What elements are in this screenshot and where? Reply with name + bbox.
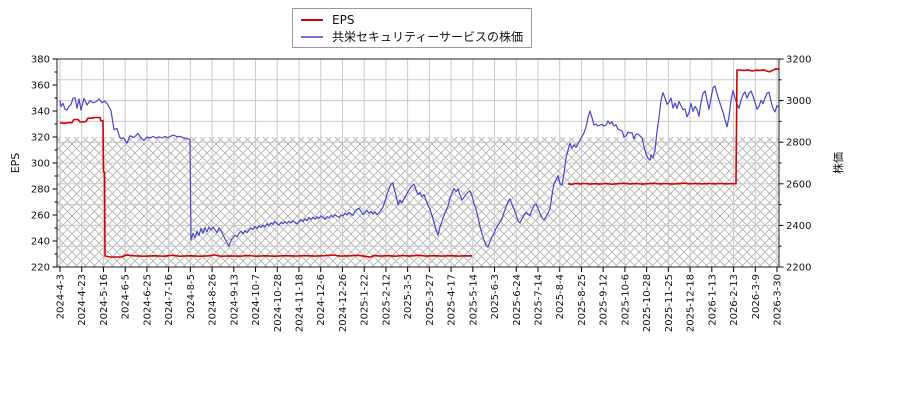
svg-text:2025-3-5: 2025-3-5: [403, 274, 414, 319]
svg-text:3200: 3200: [786, 55, 811, 66]
axis-ticks: [52, 58, 784, 272]
legend-item-stock-price: 共栄セキュリティーサービスの株価: [301, 28, 523, 45]
svg-text:360: 360: [31, 81, 50, 92]
svg-text:2025-5-14: 2025-5-14: [468, 274, 479, 326]
svg-text:2025-12-18: 2025-12-18: [686, 274, 697, 332]
svg-text:2026-1-13: 2026-1-13: [707, 274, 718, 326]
hatch-band: [57, 137, 779, 267]
svg-text:3000: 3000: [786, 96, 811, 107]
svg-text:2025-11-25: 2025-11-25: [664, 274, 675, 332]
legend-label-stock-price: 共栄セキュリティーサービスの株価: [332, 29, 524, 44]
svg-text:2024-9-13: 2024-9-13: [229, 274, 240, 326]
svg-text:2024-10-28: 2024-10-28: [273, 274, 284, 332]
svg-text:2025-6-24: 2025-6-24: [512, 274, 523, 326]
svg-text:2024-12-26: 2024-12-26: [338, 274, 349, 332]
series-lines: [59, 68, 780, 258]
svg-text:2025-2-12: 2025-2-12: [381, 274, 392, 326]
svg-text:2024-6-25: 2024-6-25: [142, 274, 153, 326]
svg-text:2400: 2400: [786, 221, 811, 232]
svg-text:280: 280: [31, 185, 50, 196]
svg-text:2025-8-4: 2025-8-4: [555, 274, 566, 319]
x-axis-labels: 2024-4-3 2024-4-23 2024-5-16 2024-6-5 2024-6…: [56, 274, 784, 332]
svg-text:260: 260: [31, 211, 50, 222]
svg-text:2025-3-27: 2025-3-27: [425, 274, 436, 326]
svg-text:2024-4-3: 2024-4-3: [56, 274, 67, 319]
svg-text:220: 220: [31, 263, 50, 274]
svg-text:2024-11-18: 2024-11-18: [295, 274, 306, 332]
legend-item-eps: EPS: [301, 11, 523, 28]
svg-text:2024-10-7: 2024-10-7: [251, 274, 262, 326]
svg-text:2024-5-16: 2024-5-16: [99, 274, 110, 326]
y-left-labels: 220 240 260 280 300 320 340 360 380: [31, 55, 50, 274]
eps-line-swatch-icon: [301, 18, 323, 21]
svg-text:2025-4-17: 2025-4-17: [447, 274, 458, 326]
svg-text:2024-8-26: 2024-8-26: [208, 274, 219, 326]
legend: EPS 共栄セキュリティーサービスの株価: [292, 8, 532, 48]
svg-text:2024-12-6: 2024-12-6: [316, 274, 327, 326]
y-right-axis-title: 株価: [831, 152, 845, 174]
svg-text:2800: 2800: [786, 138, 811, 149]
svg-text:300: 300: [31, 159, 50, 170]
svg-text:2026-3-9: 2026-3-9: [751, 274, 762, 319]
svg-text:2025-8-25: 2025-8-25: [577, 274, 588, 326]
svg-text:2025-1-22: 2025-1-22: [360, 274, 371, 326]
axis-titles: EPS 株価: [9, 152, 845, 174]
svg-text:2600: 2600: [786, 179, 811, 190]
svg-text:2024-4-23: 2024-4-23: [77, 274, 88, 326]
legend-label-eps: EPS: [332, 12, 355, 27]
svg-text:2025-7-14: 2025-7-14: [534, 274, 545, 326]
stock-line-swatch-icon: [301, 35, 323, 38]
svg-text:2024-6-5: 2024-6-5: [121, 274, 132, 319]
svg-text:2025-10-28: 2025-10-28: [642, 274, 653, 332]
svg-text:2026-3-30: 2026-3-30: [773, 274, 784, 326]
svg-text:2024-8-5: 2024-8-5: [186, 274, 197, 319]
svg-text:2025-9-12: 2025-9-12: [599, 274, 610, 326]
svg-text:320: 320: [31, 133, 50, 144]
svg-text:2200: 2200: [786, 263, 811, 274]
svg-text:240: 240: [31, 237, 50, 248]
y-left-axis-title: EPS: [9, 153, 22, 174]
svg-text:2025-6-3: 2025-6-3: [490, 274, 501, 319]
y-right-labels: 2200 2400 2600 2800 3000 3200: [786, 55, 811, 274]
svg-text:2024-7-16: 2024-7-16: [164, 274, 175, 326]
svg-text:340: 340: [31, 107, 50, 118]
svg-text:380: 380: [31, 55, 50, 66]
svg-text:2025-10-6: 2025-10-6: [620, 274, 631, 326]
svg-text:2026-2-13: 2026-2-13: [729, 274, 740, 326]
